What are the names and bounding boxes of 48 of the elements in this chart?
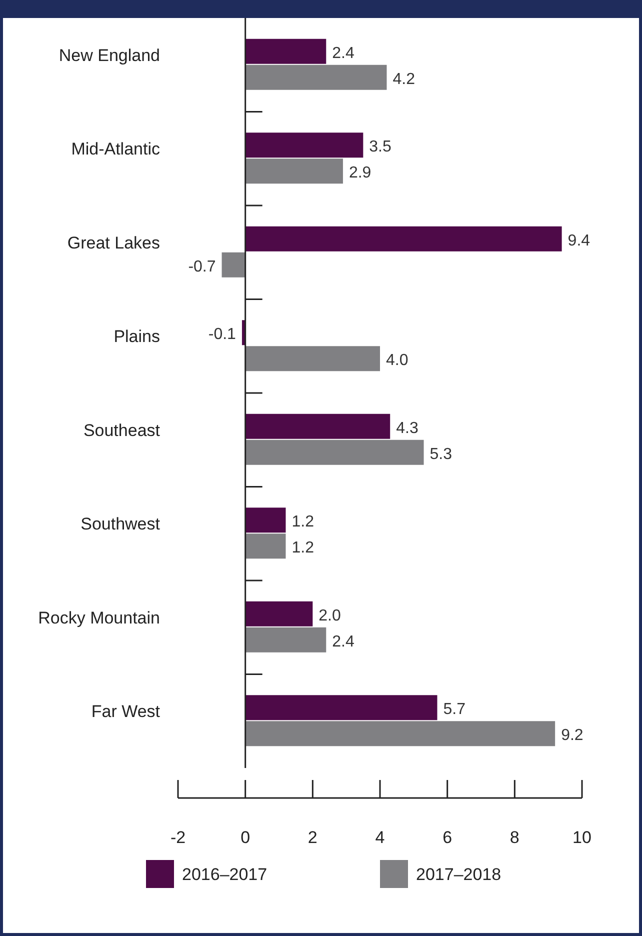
bar <box>245 695 438 720</box>
data-label: 2.0 <box>318 607 342 624</box>
x-tick-label: 10 <box>572 828 592 847</box>
bar <box>245 534 286 559</box>
legend-label: 2016–2017 <box>182 865 268 884</box>
legend-label: 2017–2018 <box>416 865 502 884</box>
y-tick-label: Mid-Atlantic <box>71 140 160 159</box>
bar <box>245 226 562 252</box>
y-tick-label: Great Lakes <box>67 233 160 252</box>
data-label: 9.4 <box>568 232 590 250</box>
x-tick-label: 2 <box>308 828 318 847</box>
bar <box>245 601 313 626</box>
data-label: 4.0 <box>386 352 408 370</box>
y-tick-label: New England <box>58 46 160 65</box>
data-label: 2.4 <box>332 44 354 62</box>
data-label: -0.7 <box>188 258 216 276</box>
data-label: 5.3 <box>430 446 452 463</box>
bar <box>245 64 387 90</box>
y-tick-label: Southeast <box>83 420 160 440</box>
data-label: 2.9 <box>348 164 372 182</box>
data-label: -0.1 <box>208 326 236 344</box>
data-label: 2.4 <box>332 633 354 650</box>
y-tick-label: Far West <box>91 702 160 722</box>
bar <box>245 440 424 465</box>
bar <box>245 38 326 64</box>
data-label: 3.5 <box>369 138 392 156</box>
x-tick-label: 6 <box>442 828 452 847</box>
data-label: 4.2 <box>392 70 416 88</box>
data-label: 5.7 <box>443 701 466 718</box>
bar <box>222 252 246 278</box>
bar <box>245 158 343 184</box>
bar <box>245 508 286 533</box>
bar <box>245 721 556 746</box>
data-label: 1.2 <box>292 540 314 557</box>
y-tick-label: Rocky Mountain <box>38 608 160 628</box>
x-tick-label: 0 <box>240 828 250 847</box>
bar <box>245 132 364 158</box>
data-label: 1.2 <box>292 514 314 531</box>
y-tick-label: Southwest <box>80 514 160 534</box>
data-label: 4.3 <box>396 420 418 437</box>
y-tick-label: Plains <box>114 327 160 346</box>
bar <box>245 414 390 439</box>
x-tick-label: -2 <box>170 828 186 847</box>
bar <box>245 346 380 372</box>
x-tick-label: 8 <box>510 828 520 847</box>
x-tick-label: 4 <box>375 828 385 847</box>
data-label: 9.2 <box>561 727 584 744</box>
bar <box>245 627 326 652</box>
